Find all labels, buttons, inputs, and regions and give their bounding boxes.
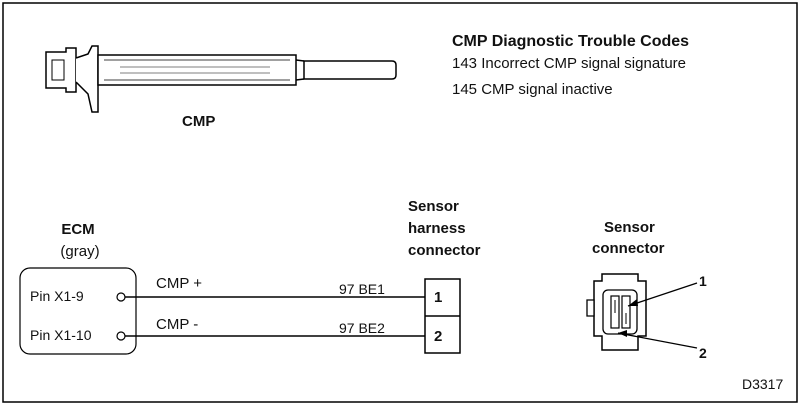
sensor-connector-icon xyxy=(586,273,647,351)
sensor-connector-label: Sensor xyxy=(604,219,655,236)
sensor-connector-label: connector xyxy=(592,240,665,257)
cmp-sensor-icon xyxy=(45,45,397,113)
cmp-sensor-label: CMP xyxy=(182,113,215,130)
harness-connector-label: connector xyxy=(408,242,481,259)
sensor-pin-number: 1 xyxy=(699,273,707,289)
dtc-code-143: 143 Incorrect CMP signal signature xyxy=(452,55,686,72)
ecm-pin-terminal xyxy=(116,292,126,302)
pin-1-arrow xyxy=(628,299,638,306)
wire-circuit-label: 97 BE1 xyxy=(339,281,385,297)
harness-terminal-number: 2 xyxy=(434,328,442,345)
dtc-title: CMP Diagnostic Trouble Codes xyxy=(452,33,689,50)
pin-2-leader-line xyxy=(617,332,698,349)
harness-connector-label: Sensor xyxy=(408,198,459,215)
ecm-box xyxy=(19,267,137,355)
figure-id: D3317 xyxy=(742,376,783,392)
sensor-pin-number: 2 xyxy=(699,345,707,361)
harness-connector-label: harness xyxy=(408,220,466,237)
ecm-sublabel: (gray) xyxy=(60,243,99,260)
dtc-code-145: 145 CMP signal inactive xyxy=(452,81,613,98)
wire-signal-label: CMP + xyxy=(156,275,202,292)
ecm-label: ECM xyxy=(61,221,94,238)
ecm-pin-x1-9: Pin X1-9 xyxy=(30,288,84,304)
harness-terminal-number: 1 xyxy=(434,289,442,306)
wire-circuit-label: 97 BE2 xyxy=(339,320,385,336)
ecm-pin-terminal xyxy=(116,331,126,341)
pin-2-arrow xyxy=(618,330,627,337)
ecm-pin-x1-10: Pin X1-10 xyxy=(30,327,92,343)
pin-1-leader-line xyxy=(627,282,698,307)
wire-signal-label: CMP - xyxy=(156,316,198,333)
